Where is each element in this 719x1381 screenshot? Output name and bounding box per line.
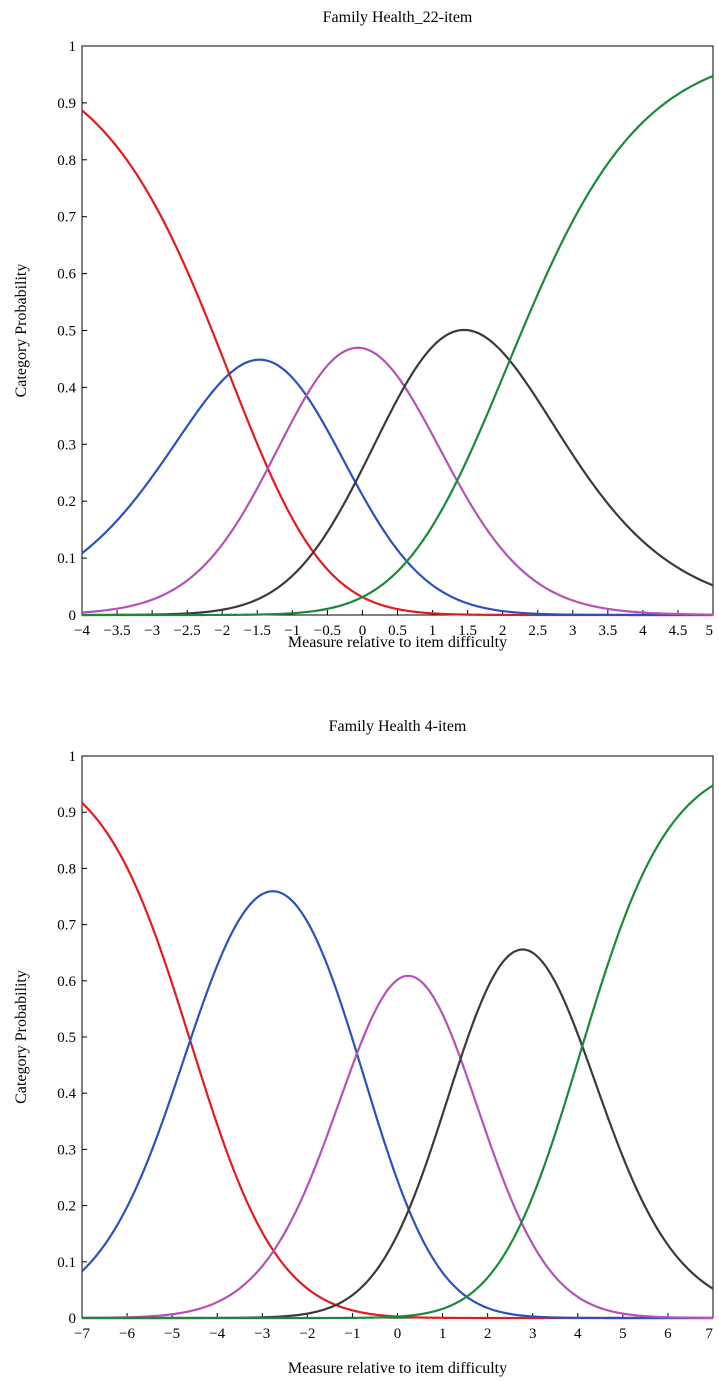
x-tick-label: 0 xyxy=(359,623,367,639)
y-tick-label: 0.4 xyxy=(57,1086,76,1102)
x-tick-label: 5 xyxy=(706,623,714,639)
x-tick-label: 6 xyxy=(664,1326,672,1342)
x-tick-label: −2 xyxy=(299,1326,315,1342)
category-curve-3 xyxy=(81,346,714,616)
x-tick-label: −1 xyxy=(344,1326,360,1342)
chart-svg-22-item: Family Health_22-item 0 0.1 0.2 0.3 0.4 0.5 0.6… xyxy=(13,9,714,651)
category-curve-2 xyxy=(81,358,713,617)
x-tick-label: −2.5 xyxy=(174,623,201,639)
x-tick-label: 2 xyxy=(499,623,507,639)
y-tick-label: 0.1 xyxy=(57,1255,76,1271)
x-tick-label: −4 xyxy=(209,1326,225,1342)
category-curve-5 xyxy=(82,75,714,617)
x-tick-label: −3 xyxy=(254,1326,270,1342)
x-tick-label: −3 xyxy=(144,623,160,639)
y-tick-label: 0.6 xyxy=(57,974,76,990)
y-tick-label: 0.9 xyxy=(57,96,76,112)
y-tick-label: 0.3 xyxy=(57,437,76,453)
x-tick-label: 7 xyxy=(706,1326,714,1342)
x-tick-label: −2 xyxy=(214,623,230,639)
y-tick-label: 0.8 xyxy=(57,153,76,169)
chart-title: Family Health 4-item xyxy=(329,718,467,735)
y-tick-label: 1 xyxy=(69,39,77,55)
x-tick-label: 3 xyxy=(569,623,577,639)
x-tick-label: −1.5 xyxy=(244,623,271,639)
y-tick-label: 0 xyxy=(69,608,77,624)
y-tick-label: 0.3 xyxy=(57,1142,76,1158)
category-curve-4 xyxy=(82,948,714,1320)
x-tick-label: −7 xyxy=(74,1326,90,1342)
x-tick-label: 1.5 xyxy=(458,623,477,639)
chart-family-health-22-item: Family Health_22-item 0 0.1 0.2 0.3 0.4 0.5 0.6… xyxy=(0,0,719,690)
chart-svg-4-item: Family Health 4-item 0 0.1 0.2 0.3 0.4 0.5 0.6 0… xyxy=(13,718,714,1377)
y-tick-label: 0.5 xyxy=(57,324,76,340)
y-tick-label: 0.2 xyxy=(57,1199,76,1215)
plot-frame xyxy=(81,45,714,616)
x-tick-label: 2.5 xyxy=(528,623,547,639)
x-tick-label: 4.5 xyxy=(669,623,688,639)
x-tick-label: 0.5 xyxy=(388,623,407,639)
x-tick-label: 3 xyxy=(529,1326,537,1342)
x-tick-label: −5 xyxy=(164,1326,180,1342)
y-tick-label: 0.4 xyxy=(57,380,76,396)
x-axis-label: Measure relative to item difficulty xyxy=(288,1360,507,1377)
y-tick-label: 0.6 xyxy=(57,267,76,283)
x-tick-label: 3.5 xyxy=(598,623,617,639)
y-tick-label: 0.1 xyxy=(57,551,76,567)
x-tick-label: −6 xyxy=(119,1326,135,1342)
y-tick-label: 0.8 xyxy=(57,861,76,877)
category-curve-1 xyxy=(81,802,713,1320)
y-tick-label: 0.5 xyxy=(57,1030,76,1046)
chart-family-health-4-item: Family Health 4-item 0 0.1 0.2 0.3 0.4 0.5 0.6 0… xyxy=(0,690,719,1381)
x-tick-label: 4 xyxy=(639,623,647,639)
category-curve-1 xyxy=(81,109,713,617)
category-curve-3 xyxy=(81,974,714,1319)
y-tick-label: 0.2 xyxy=(57,494,76,510)
x-tick-label: 0 xyxy=(394,1326,402,1342)
y-tick-label: 0.9 xyxy=(57,805,76,821)
x-tick-label: 4 xyxy=(574,1326,582,1342)
y-tick-label: 0.7 xyxy=(57,210,76,226)
x-tick-label: 5 xyxy=(619,1326,627,1342)
x-tick-label: 1 xyxy=(429,623,437,639)
x-tick-label: −4 xyxy=(74,623,90,639)
chart-title: Family Health_22-item xyxy=(323,9,473,26)
y-tick-label: 0.7 xyxy=(57,918,76,934)
category-curve-2 xyxy=(81,890,713,1320)
x-tick-label: −0.5 xyxy=(314,623,341,639)
x-axis-label: Measure relative to item difficulty xyxy=(288,634,507,651)
x-tick-label: 1 xyxy=(439,1326,447,1342)
y-tick-label: 1 xyxy=(69,749,77,765)
category-curve-4 xyxy=(82,328,714,617)
x-tick-label: 2 xyxy=(484,1326,492,1342)
y-axis-label: Category Probability xyxy=(13,264,30,398)
category-curve-5 xyxy=(82,784,714,1320)
y-tick-label: 0 xyxy=(69,1311,77,1327)
x-tick-label: −1 xyxy=(284,623,300,639)
y-axis-label: Category Probability xyxy=(13,970,30,1104)
x-tick-label: −3.5 xyxy=(103,623,130,639)
